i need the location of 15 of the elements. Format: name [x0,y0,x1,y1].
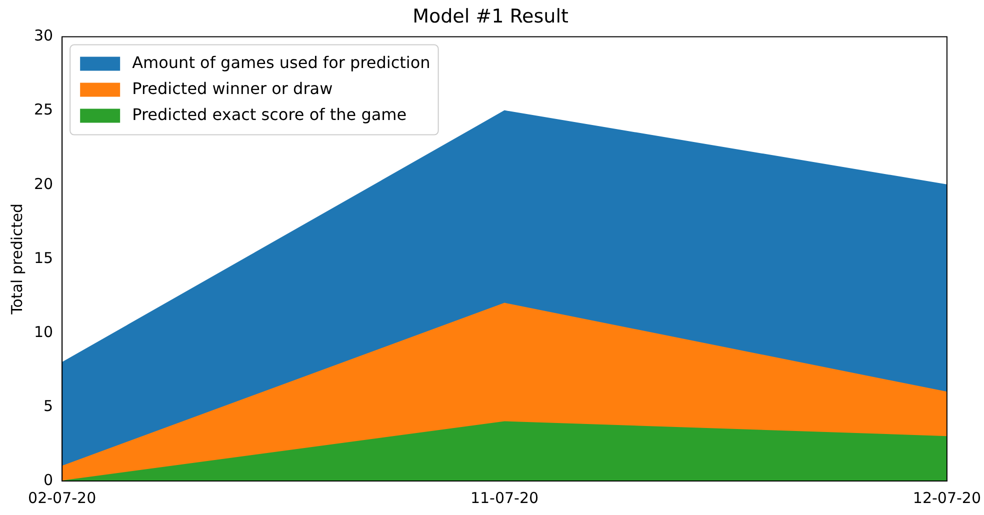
y-tick-label: 15 [34,248,54,267]
y-tick-label: 5 [44,396,54,415]
legend-label: Amount of games used for prediction [132,52,430,72]
chart-title: Model #1 Result [412,5,568,28]
x-tick-label: 02-07-20 [28,488,96,507]
y-tick-label: 0 [44,470,54,489]
x-tick-label: 12-07-20 [912,488,982,507]
x-tick-label: 11-07-20 [470,488,539,507]
y-tick-label: 20 [34,174,54,193]
y-tick-label: 25 [34,100,54,119]
legend-label: Predicted exact score of the game [132,104,407,124]
y-axis-title: Total predicted [8,203,26,316]
legend-label: Predicted winner or draw [132,78,333,98]
y-tick-label: 10 [34,322,54,341]
y-tick-label: 30 [34,26,54,45]
